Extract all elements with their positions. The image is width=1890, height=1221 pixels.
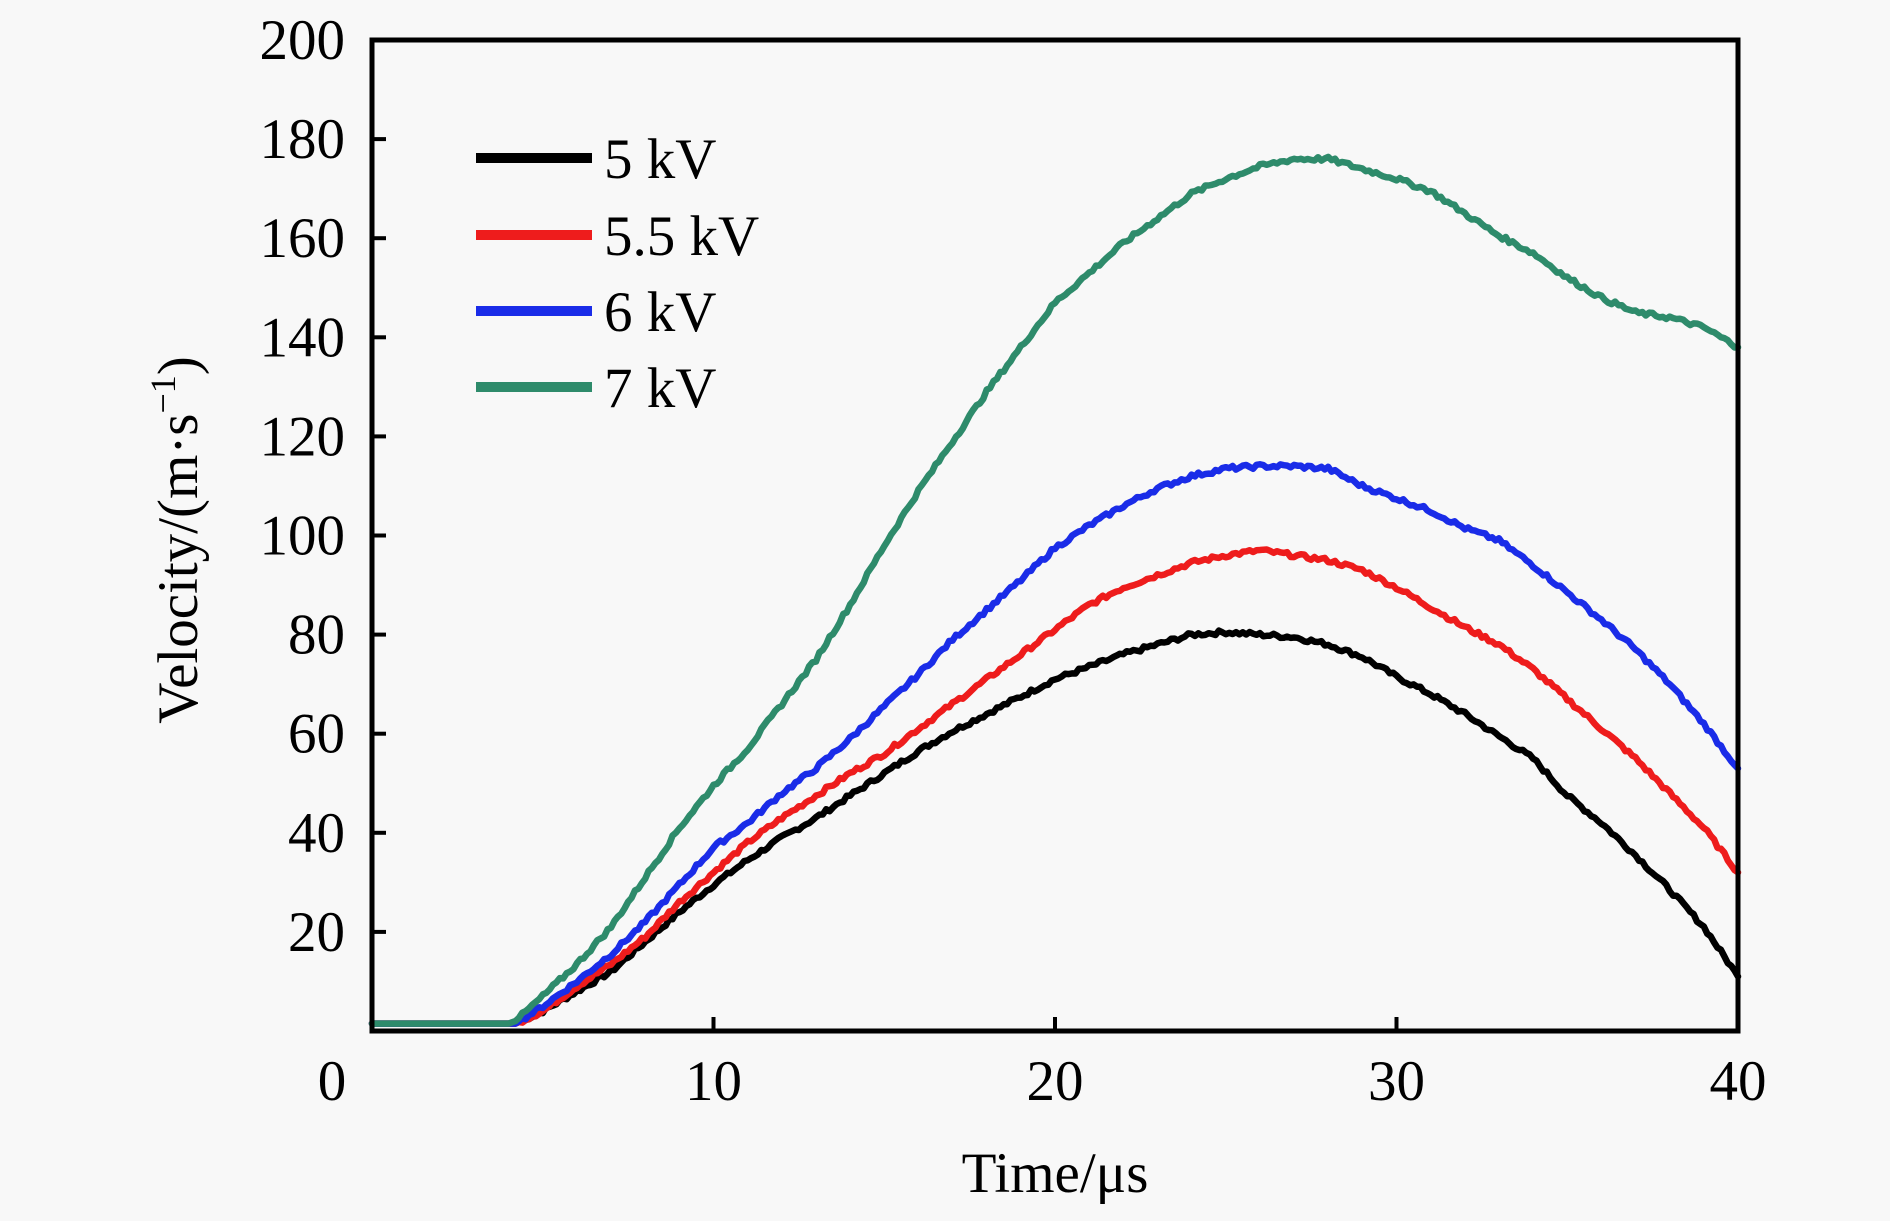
series-line-5-5-kv	[368, 546, 1742, 1027]
x-tick-label: 30	[1368, 1050, 1425, 1113]
series-line-7-kv	[368, 153, 1742, 1027]
legend-label: 5 kV	[604, 128, 716, 191]
series-line-5-kv	[368, 627, 1742, 1027]
y-tick-label: 60	[288, 703, 345, 766]
x-tick-label: 40	[1710, 1050, 1767, 1113]
legend-item: 5.5 kV	[476, 205, 759, 268]
x-tick-label: 10	[685, 1050, 742, 1113]
y-axis-title-close: )	[147, 356, 210, 375]
y-tick-label: 120	[260, 405, 346, 468]
series-layer	[368, 153, 1742, 1027]
y-tick-label: 40	[288, 802, 345, 865]
legend-label: 6 kV	[604, 281, 716, 344]
y-tick-label: 80	[288, 604, 345, 667]
x-tick-label: 20	[1027, 1050, 1084, 1113]
y-tick-label: 140	[260, 306, 346, 369]
y-tick-label: 160	[260, 207, 346, 270]
legend-item: 6 kV	[476, 281, 716, 344]
tick-labels-layer: 20 40 60 80 100 120 140 160 180 200 0 10 20 30 40	[260, 9, 1767, 1113]
legend-label: 5.5 kV	[604, 205, 759, 268]
y-tick-label: 20	[288, 901, 345, 964]
x-axis-title: Time/μs	[962, 1142, 1149, 1205]
ticks-layer	[372, 137, 1399, 1031]
series-line-6-kv	[368, 461, 1742, 1027]
y-tick-label: 200	[260, 9, 346, 72]
y-axis-title: Velocity/(m·s−1)	[143, 356, 210, 724]
legend: 5 kV 5.5 kV 6 kV 7 kV	[476, 128, 759, 420]
legend-label: 7 kV	[604, 357, 716, 420]
y-tick-label: 180	[260, 108, 346, 171]
y-axis-title-superscript: −1	[143, 375, 183, 413]
legend-item: 5 kV	[476, 128, 716, 191]
x-tick-label: 0	[318, 1050, 347, 1113]
y-tick-label: 100	[260, 505, 346, 568]
legend-item: 7 kV	[476, 357, 716, 420]
y-axis-title-main: Velocity/(m·s	[147, 414, 210, 724]
